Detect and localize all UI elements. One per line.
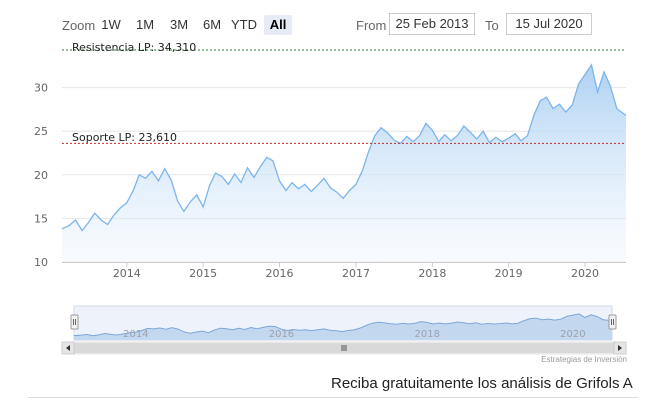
zoom-all-button[interactable]: All — [264, 15, 292, 35]
y-tick-label: 15 — [34, 212, 48, 225]
to-label: To — [485, 18, 499, 33]
cta-heading: Reciba gratuitamente los análisis de Gri… — [331, 375, 633, 392]
x-tick-label: 2015 — [189, 267, 217, 280]
zoom-label: Zoom — [62, 18, 96, 33]
x-tick-label: 2018 — [418, 267, 446, 280]
to-date-input[interactable]: 15 Jul 2020 — [506, 13, 592, 35]
zoom-ytd-button[interactable]: YTD — [231, 17, 257, 32]
y-tick-label: 20 — [34, 169, 48, 182]
y-tick-label: 10 — [34, 256, 48, 269]
from-date-input[interactable]: 25 Feb 2013 — [389, 13, 475, 35]
chevron-left-icon — [66, 345, 70, 351]
y-tick-label: 30 — [34, 82, 48, 95]
y-tick-label: 25 — [34, 125, 48, 138]
navigator-tick-label: 2018 — [415, 329, 440, 340]
resistance-label: Resistencia LP: 34,310 — [72, 41, 196, 54]
navigator[interactable]: 2014 2016 2018 2020 — [70, 305, 617, 341]
x-axis: 2014 2015 2016 2017 2018 2019 2020 — [62, 262, 626, 280]
navigator-line — [73, 313, 613, 337]
price-area — [62, 64, 626, 263]
chart-credits[interactable]: Estrategias de Inversión — [541, 355, 627, 364]
navigator-right-handle[interactable] — [608, 314, 617, 330]
navigator-scrollbar[interactable] — [61, 341, 627, 355]
x-tick-label: 2016 — [265, 267, 293, 280]
x-tick-label: 2017 — [342, 267, 370, 280]
navigator-area — [74, 313, 612, 340]
navigator-tick-label: 2014 — [123, 329, 148, 340]
x-tick-label: 2019 — [495, 267, 523, 280]
zoom-3m-button[interactable]: 3M — [169, 17, 189, 32]
support-label: Soporte LP: 23,610 — [72, 131, 177, 144]
price-line — [61, 63, 627, 232]
range-selector: Zoom 1W 1M 3M 6M YTD All From 25 Feb 201… — [0, 0, 646, 40]
navigator-ticks: 2014 2016 2018 2020 — [123, 329, 586, 340]
divider — [28, 397, 638, 398]
zoom-1w-button[interactable]: 1W — [101, 17, 121, 32]
from-label: From — [356, 18, 387, 33]
y-axis: 10 15 20 25 30 — [34, 82, 48, 269]
chevron-right-icon — [618, 345, 622, 351]
zoom-1m-button[interactable]: 1M — [135, 17, 155, 32]
x-tick-label: 2014 — [113, 267, 141, 280]
navigator-tick-label: 2016 — [269, 329, 294, 340]
navigator-tick-label: 2020 — [560, 329, 585, 340]
zoom-6m-button[interactable]: 6M — [202, 17, 222, 32]
navigator-left-handle[interactable] — [70, 314, 79, 330]
x-tick-label: 2020 — [571, 267, 599, 280]
